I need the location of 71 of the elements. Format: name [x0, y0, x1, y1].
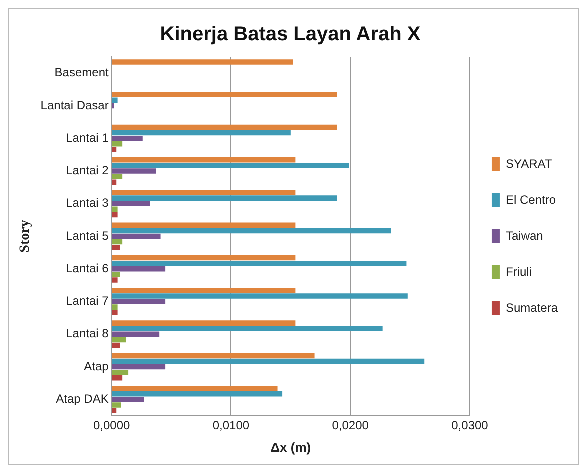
bar — [112, 278, 118, 283]
bar — [112, 397, 144, 402]
bar — [112, 196, 338, 201]
y-tick-label: Atap DAK — [56, 392, 109, 406]
bar — [112, 370, 129, 376]
bar — [112, 244, 120, 250]
bar — [112, 92, 338, 98]
bar — [112, 386, 278, 392]
bar — [112, 206, 118, 212]
bar — [112, 174, 123, 180]
bar — [112, 228, 392, 234]
x-tick-label: 0,0300 — [452, 418, 489, 433]
bar — [112, 147, 117, 152]
legend-label: Sumatera — [506, 300, 558, 315]
bar — [112, 142, 123, 147]
bar — [112, 157, 296, 163]
bar — [112, 234, 161, 240]
chart-title: Kinerja Batas Layan Arah X — [160, 24, 422, 46]
bar — [112, 136, 143, 142]
bar — [112, 326, 383, 332]
bar — [112, 168, 156, 174]
bar — [112, 392, 283, 397]
bar — [112, 180, 117, 185]
bar — [112, 299, 166, 304]
legend-label: El Centro — [506, 192, 556, 207]
bar — [112, 222, 296, 228]
x-tick-label: 0,0000 — [93, 418, 131, 433]
bar — [112, 376, 123, 381]
legend-label: SYARAT — [506, 156, 553, 171]
bar — [112, 124, 338, 130]
y-tick-label: Lantai Dasar — [40, 98, 109, 112]
bar — [112, 212, 118, 218]
bar — [112, 304, 118, 310]
y-tick-label: Lantai 2 — [66, 164, 110, 178]
y-tick-label: Lantai 3 — [66, 196, 110, 210]
bar — [112, 255, 296, 261]
x-tick-label: 0,0200 — [332, 418, 370, 433]
y-tick-label: Basement — [54, 66, 110, 80]
y-tick-label: Lantai 1 — [66, 130, 110, 145]
bar — [112, 320, 296, 326]
y-tick-label: Lantai 6 — [66, 261, 110, 276]
bar — [112, 190, 296, 196]
bar — [112, 353, 315, 359]
y-tick-label: Atap — [84, 359, 110, 374]
bar — [112, 364, 166, 370]
bar — [112, 408, 117, 414]
bar — [112, 358, 425, 364]
bar — [112, 272, 120, 278]
bar — [112, 266, 166, 272]
y-tick-label: Lantai 8 — [66, 326, 110, 341]
y-axis-title: Story — [18, 220, 34, 253]
bar — [112, 288, 296, 294]
bar — [112, 294, 408, 299]
y-tick-label: Lantai 5 — [66, 228, 110, 243]
bar — [112, 310, 118, 316]
bar — [112, 130, 291, 136]
bar — [112, 98, 118, 104]
y-tick-label: Lantai 7 — [66, 294, 110, 308]
x-tick-label: 0,0100 — [212, 418, 250, 433]
x-axis-title: Δx (m) — [270, 440, 312, 455]
bar — [112, 342, 120, 348]
legend-label: Friuli — [506, 264, 532, 279]
bar — [112, 332, 160, 338]
bar — [112, 260, 407, 266]
bar — [112, 201, 150, 206]
bar — [112, 163, 350, 168]
bar — [112, 337, 126, 343]
bar — [112, 402, 122, 408]
bar — [112, 60, 294, 65]
bar — [112, 239, 123, 245]
legend-label: Taiwan — [506, 228, 544, 243]
